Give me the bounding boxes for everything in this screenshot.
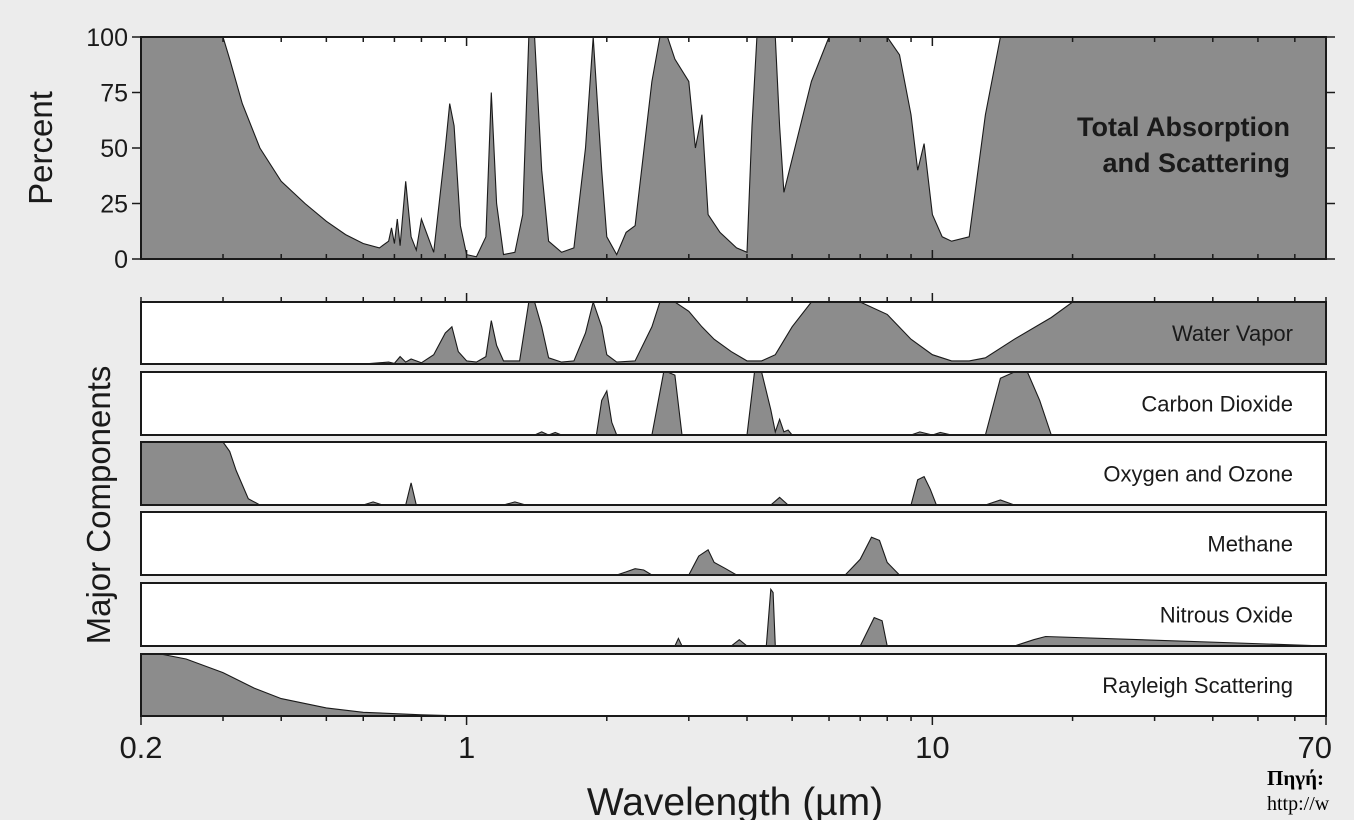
y-tick-label: 100 [86, 24, 128, 52]
panel-background [141, 442, 1326, 505]
series-area [141, 587, 1326, 646]
panel-background [141, 654, 1326, 716]
panel-label: Rayleigh Scattering [1102, 673, 1293, 698]
y-axis-label-percent: Percent [22, 91, 59, 205]
panel-frame [140, 441, 1327, 506]
panel-background [141, 512, 1326, 575]
panel-label-line: Total Absorption [1077, 112, 1290, 142]
x-tick-label: 10 [915, 730, 949, 765]
panel-0: 0 25 50 75 100 Total Absorption and Scattering [86, 24, 1335, 274]
panel-frame [140, 582, 1327, 647]
panel-frame [140, 653, 1327, 717]
panel-6: Rayleigh Scattering [140, 653, 1327, 725]
source-label: Πηγή: [1267, 766, 1325, 790]
chart-panels: 0 25 50 75 100 Total Absorption and Scattering… [86, 24, 1335, 725]
source-url: http://w [1267, 793, 1330, 815]
x-tick-label: 70 [1298, 730, 1332, 765]
panel-frame [140, 301, 1327, 365]
x-axis-label: Wavelength (µm) [587, 781, 883, 820]
panel-label: Water Vapor [1172, 321, 1293, 346]
panel-2: Carbon Dioxide [140, 371, 1327, 436]
panel-frame [140, 371, 1327, 436]
panel-background [141, 372, 1326, 435]
series-area [141, 536, 1326, 575]
x-tick-label: 0.2 [119, 730, 162, 765]
panel-background [141, 583, 1326, 646]
panel-5: Nitrous Oxide [140, 582, 1327, 647]
x-tick-label: 1 [458, 730, 475, 765]
y-tick-label: 0 [114, 246, 128, 274]
panel-frame [140, 511, 1327, 576]
panel-label: Carbon Dioxide [1141, 392, 1293, 417]
panel-label: Nitrous Oxide [1160, 603, 1293, 628]
series-area [141, 372, 1326, 435]
series-area [141, 302, 1326, 364]
y-tick-label: 50 [100, 135, 128, 163]
y-tick-label: 75 [100, 80, 128, 108]
series-area [141, 654, 1326, 716]
panel-label: Total Absorption and Scattering [1077, 112, 1290, 178]
panel-1: Water Vapor [140, 293, 1327, 365]
panel-label-line: and Scattering [1102, 148, 1290, 178]
series-area [141, 442, 1326, 505]
x-tick-labels: 0.2 1 10 70 [119, 730, 1332, 765]
panel-label: Methane [1207, 532, 1293, 557]
y-axis-label-components: Major Components [80, 366, 117, 645]
panel-4: Methane [140, 511, 1327, 576]
panel-3: Oxygen and Ozone [140, 441, 1327, 506]
source-credit: Πηγή: http://w [1267, 764, 1354, 820]
panel-label: Oxygen and Ozone [1103, 462, 1293, 487]
y-tick-label: 25 [100, 191, 128, 219]
series-area [141, 37, 1326, 259]
